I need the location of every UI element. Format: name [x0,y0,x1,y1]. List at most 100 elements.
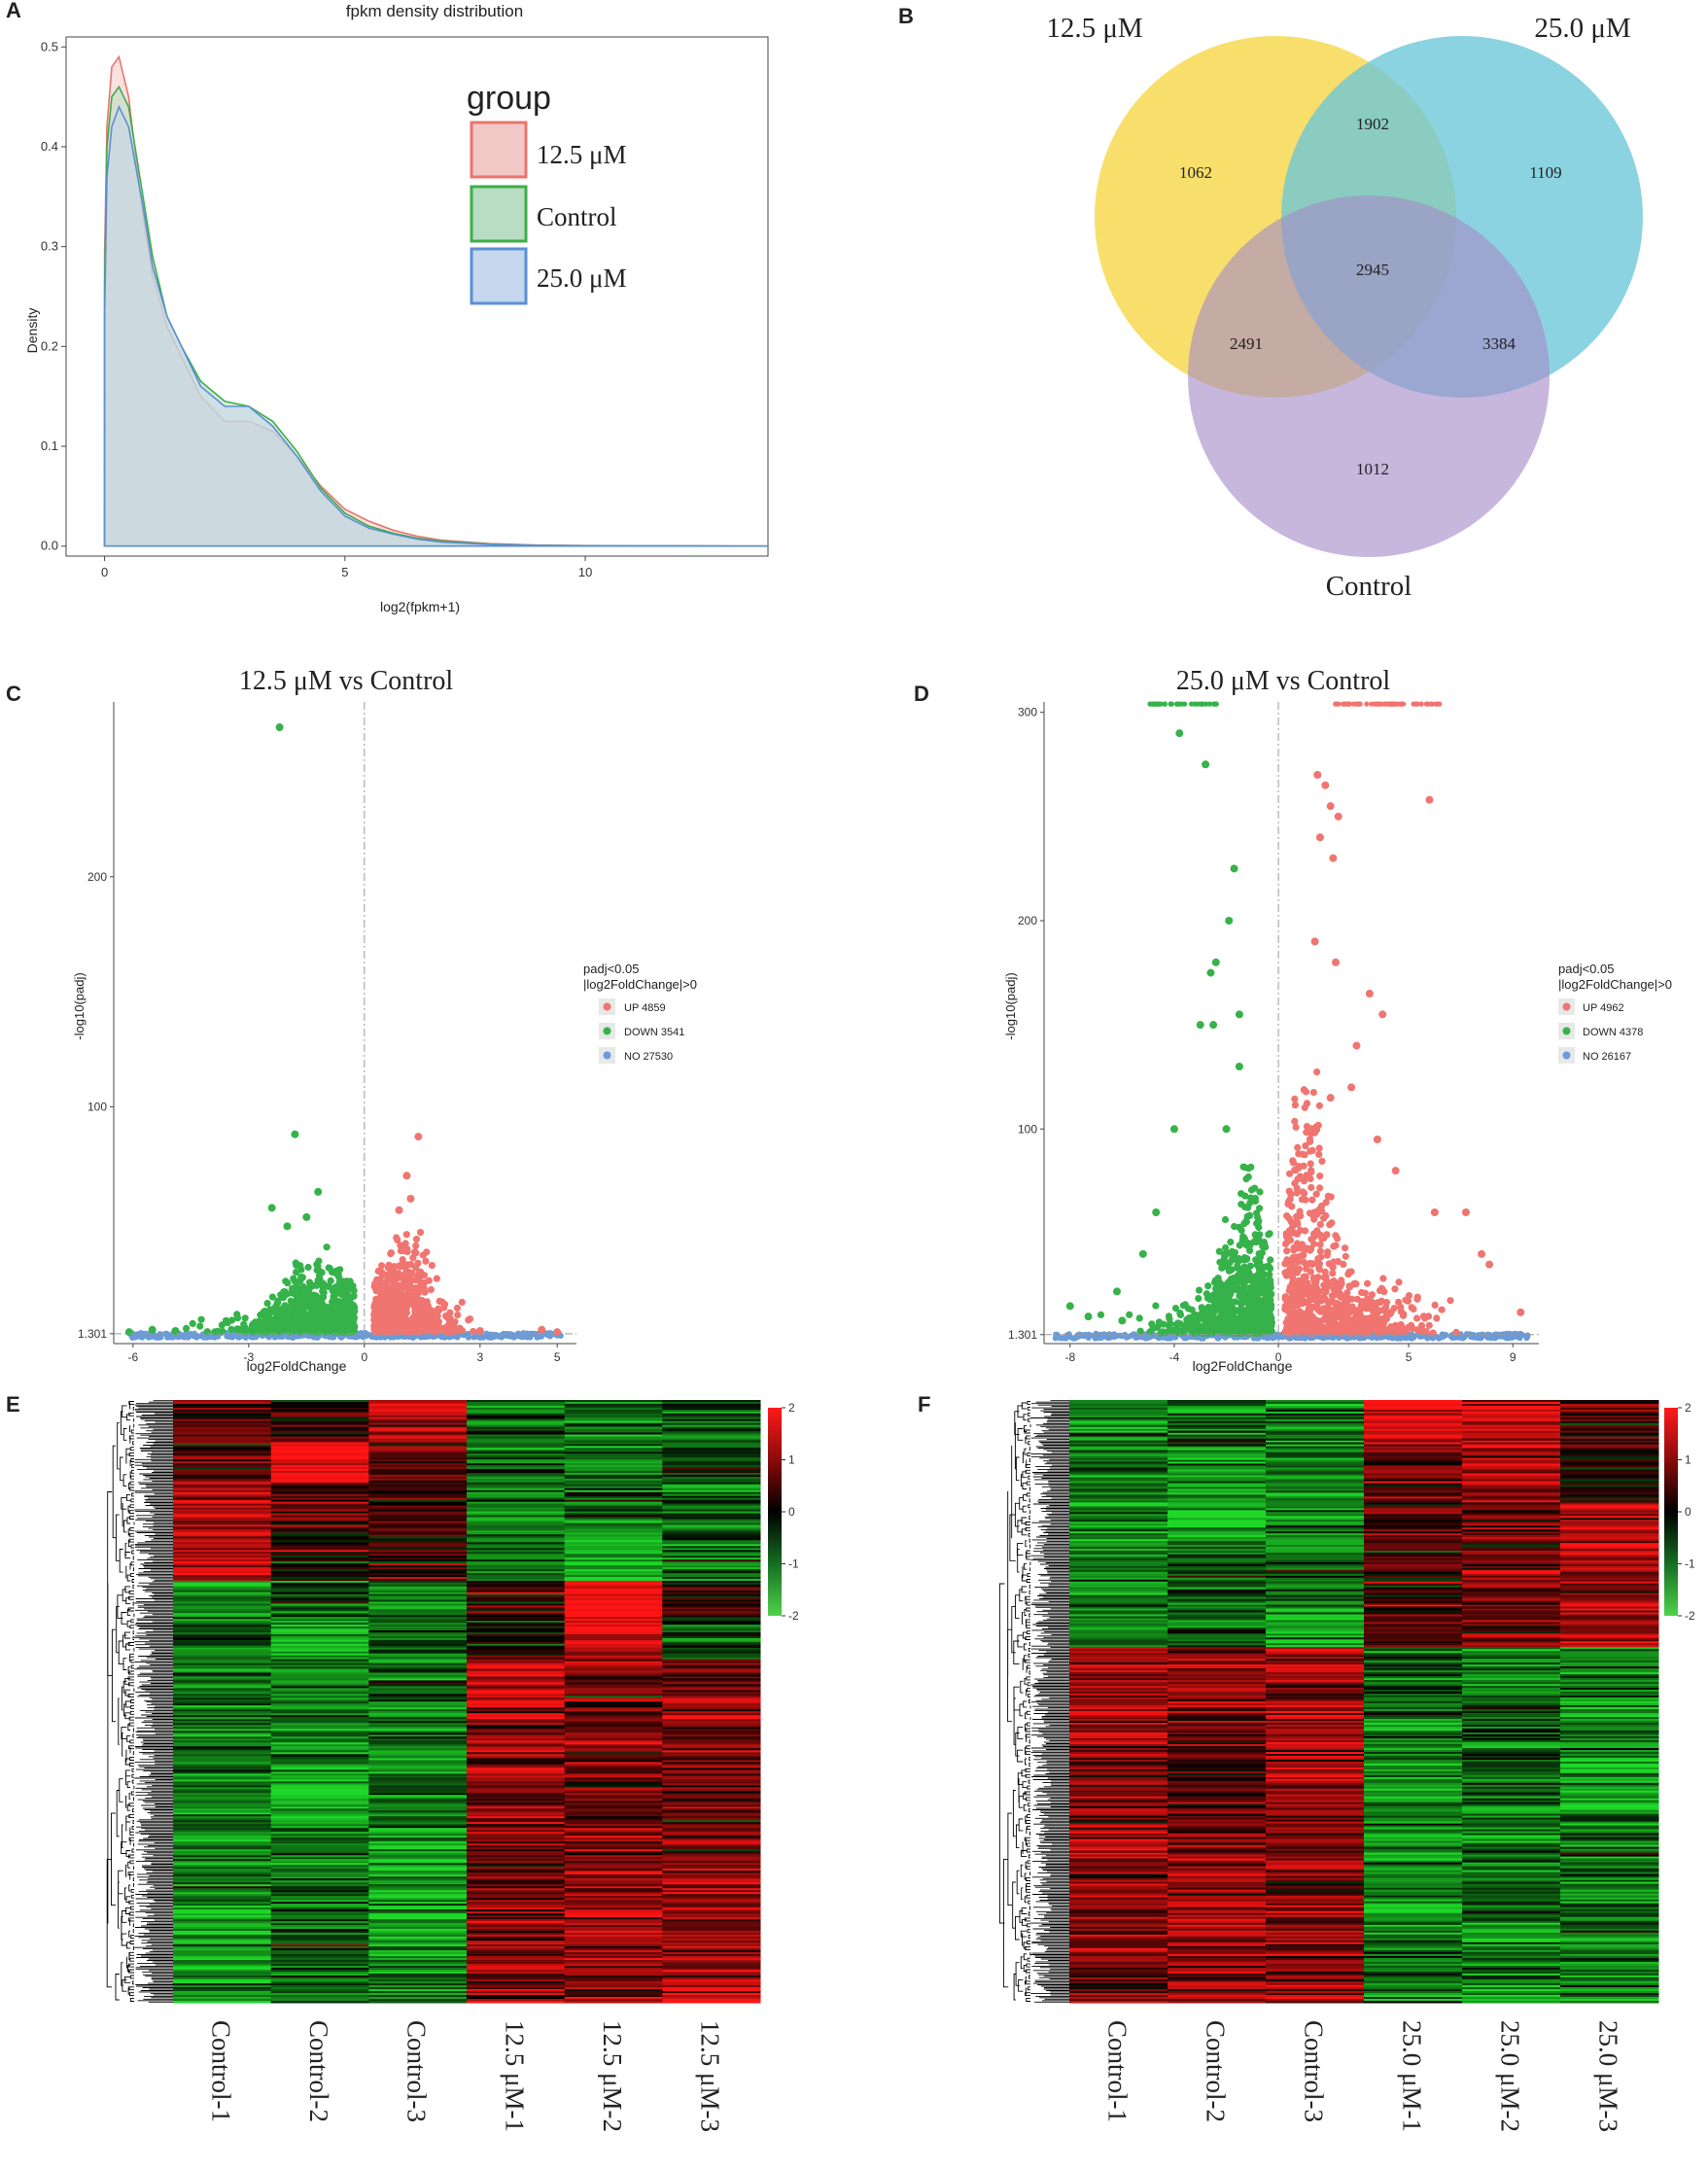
point-down [302,1318,310,1326]
point-up [402,1291,410,1299]
point-down [302,1212,311,1221]
point-no [1503,1335,1510,1342]
panel-a-legend: group 12.5 μM Control 25.0 μM [467,80,626,305]
point-up [373,1277,382,1286]
venn-count-all-three: 2945 [1356,261,1389,279]
y-tick-label: 100 [1018,1122,1037,1136]
point-down [299,1283,307,1291]
point-up [1336,701,1342,707]
venn-count-12-5-only: 1062 [1179,163,1212,182]
point-no [381,1334,388,1341]
point-up [1295,1329,1303,1337]
point-up [1320,1305,1328,1312]
point-down [1169,1125,1178,1134]
point-up [1285,1187,1293,1195]
point-up [1285,1286,1293,1294]
legend-label-down: DOWN 3541 [624,1027,684,1038]
point-no [132,1334,139,1341]
point-up [1316,1172,1324,1180]
point-down [1136,1327,1144,1335]
point-up [406,1194,415,1203]
point-up [387,1250,395,1258]
point-down [314,1187,323,1196]
point-down [1259,1312,1268,1320]
point-up [416,1318,424,1326]
point-up [1433,1314,1441,1322]
point-down [351,1304,359,1312]
point-up [1404,1323,1412,1332]
point-up [396,1319,403,1327]
point-up [372,1295,380,1303]
point-down [297,1273,305,1281]
point-down [318,1314,326,1322]
point-down [1256,1253,1265,1261]
point-up [386,1299,394,1307]
point-up [1347,1083,1356,1092]
point-down [1195,1295,1203,1303]
y-tick-label: 200 [1018,914,1037,927]
point-up [1283,1256,1291,1264]
point-down [320,1289,328,1297]
point-up [1423,701,1429,707]
point-up [414,1306,422,1314]
point-up [1329,854,1338,862]
point-up [1391,1285,1399,1293]
point-up [458,1327,466,1335]
point-up [1424,1312,1433,1320]
point-up [1321,781,1330,789]
venn-circle-control [1188,195,1550,557]
panel-letter-e: E [6,1392,20,1417]
legend-dot-up [603,1002,611,1011]
point-down [1222,1125,1231,1134]
point-down [286,1305,294,1312]
point-down [1169,1328,1177,1336]
point-down [1084,1312,1093,1321]
point-up [1297,1252,1305,1260]
point-up [1364,701,1370,707]
point-up [451,1318,459,1326]
legend-swatch-control [470,185,528,243]
point-up [401,1296,409,1305]
point-no [1133,1334,1139,1341]
point-up [1328,1292,1336,1300]
point-down [1243,1277,1251,1284]
point-up [424,1302,432,1311]
point-up [1295,1164,1303,1172]
point-up [1314,1274,1322,1281]
point-no [183,1330,190,1337]
point-down [312,1314,320,1322]
point-up [1292,1123,1300,1131]
point-up [1395,1278,1403,1286]
point-up [427,1285,435,1294]
point-up [1376,1286,1384,1295]
point-no [164,1334,171,1341]
point-down [1235,1010,1243,1019]
point-down [1179,1302,1187,1310]
point-up [1326,802,1335,811]
point-no [1142,1335,1149,1342]
point-up [421,1323,429,1331]
point-up [393,1234,401,1242]
point-down [1118,1316,1127,1325]
point-up [1431,1301,1439,1309]
point-up [1289,1253,1297,1262]
point-down [196,1322,204,1330]
point-up [1326,1328,1334,1336]
point-no [194,1333,201,1340]
point-no [1410,1333,1416,1340]
point-up [1286,1230,1294,1238]
point-down [1248,1314,1256,1322]
point-down [1236,1306,1243,1313]
point-down [197,1315,205,1323]
panel-a-y-label: Density [24,308,40,354]
point-up [1312,1190,1320,1198]
point-up [1413,1314,1421,1322]
point-up [1332,1279,1340,1287]
y-tick-label: 0.3 [41,239,58,254]
point-down [1215,1306,1223,1313]
point-down [349,1282,357,1290]
point-no [1277,1332,1283,1339]
point-down [1217,1280,1225,1288]
panel-c-legend: padj<0.05 |log2FoldChange|>0 UP 4859 DOW… [583,962,697,1064]
